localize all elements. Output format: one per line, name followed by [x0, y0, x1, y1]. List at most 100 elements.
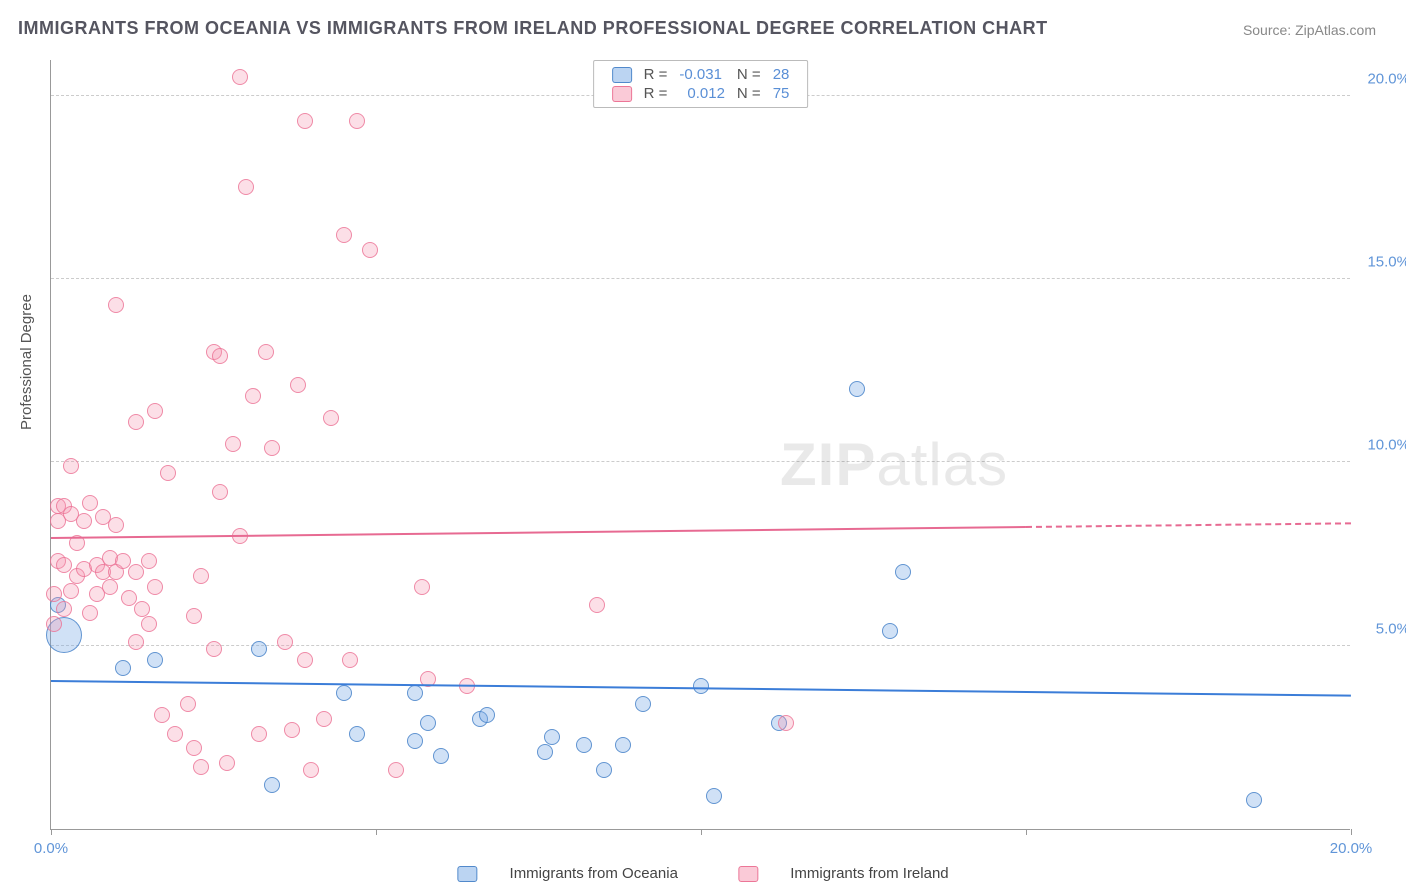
swatch-oceania-icon [612, 67, 632, 83]
data-point-ireland [154, 707, 170, 723]
ireland-r-value: 0.012 [673, 84, 731, 103]
data-point-ireland [180, 696, 196, 712]
data-point-ireland [128, 564, 144, 580]
x-tick-label: 20.0% [1330, 840, 1373, 857]
series-legend: Immigrants from Oceania Immigrants from … [429, 865, 976, 882]
data-point-ireland [388, 762, 404, 778]
data-point-ireland [46, 616, 62, 632]
data-point-ireland [193, 759, 209, 775]
data-point-ireland [232, 69, 248, 85]
x-tick [1026, 829, 1027, 835]
data-point-ireland [303, 762, 319, 778]
data-point-ireland [141, 553, 157, 569]
x-tick [1351, 829, 1352, 835]
data-point-oceania [706, 788, 722, 804]
data-point-ireland [147, 403, 163, 419]
gridline [51, 278, 1350, 279]
data-point-oceania [635, 696, 651, 712]
oceania-r-value: -0.031 [673, 65, 731, 84]
data-point-ireland [336, 227, 352, 243]
data-point-oceania [479, 707, 495, 723]
oceania-n-value: 28 [767, 65, 796, 84]
data-point-oceania [537, 744, 553, 760]
y-tick-label: 10.0% [1355, 437, 1406, 454]
n-label: N = [731, 65, 767, 84]
data-point-ireland [277, 634, 293, 650]
x-tick [376, 829, 377, 835]
data-point-oceania [882, 623, 898, 639]
data-point-ireland [76, 513, 92, 529]
data-point-ireland [225, 436, 241, 452]
data-point-ireland [238, 179, 254, 195]
data-point-ireland [63, 583, 79, 599]
data-point-ireland [284, 722, 300, 738]
correlation-legend: R = -0.031 N = 28 R = 0.012 N = 75 [593, 60, 809, 108]
data-point-ireland [167, 726, 183, 742]
data-point-ireland [108, 517, 124, 533]
data-point-oceania [115, 660, 131, 676]
swatch-ireland-icon [738, 866, 758, 882]
data-point-ireland [212, 348, 228, 364]
n-label: N = [731, 84, 767, 103]
data-point-oceania [407, 733, 423, 749]
data-point-ireland [186, 740, 202, 756]
data-point-oceania [693, 678, 709, 694]
data-point-ireland [316, 711, 332, 727]
data-point-oceania [251, 641, 267, 657]
legend-oceania-label: Immigrants from Oceania [510, 865, 678, 882]
data-point-ireland [160, 465, 176, 481]
y-tick-label: 5.0% [1355, 620, 1406, 637]
data-point-ireland [141, 616, 157, 632]
data-point-oceania [433, 748, 449, 764]
x-tick-label: 0.0% [34, 840, 68, 857]
data-point-ireland [46, 586, 62, 602]
data-point-ireland [778, 715, 794, 731]
data-point-ireland [128, 414, 144, 430]
data-point-oceania [1246, 792, 1262, 808]
data-point-ireland [134, 601, 150, 617]
data-point-ireland [212, 484, 228, 500]
data-point-ireland [206, 641, 222, 657]
data-point-ireland [128, 634, 144, 650]
gridline [51, 461, 1350, 462]
data-point-oceania [264, 777, 280, 793]
data-point-oceania [544, 729, 560, 745]
chart-title: IMMIGRANTS FROM OCEANIA VS IMMIGRANTS FR… [18, 18, 1048, 39]
data-point-ireland [349, 113, 365, 129]
y-tick-label: 15.0% [1355, 254, 1406, 271]
y-axis-label: Professional Degree [18, 294, 35, 430]
data-point-ireland [362, 242, 378, 258]
data-point-ireland [56, 601, 72, 617]
data-point-ireland [342, 652, 358, 668]
data-point-ireland [258, 344, 274, 360]
source-attribution: Source: ZipAtlas.com [1243, 22, 1376, 38]
trend-line-pink [1026, 523, 1351, 529]
data-point-oceania [849, 381, 865, 397]
data-point-ireland [251, 726, 267, 742]
data-point-ireland [297, 652, 313, 668]
ireland-n-value: 75 [767, 84, 796, 103]
data-point-oceania [349, 726, 365, 742]
data-point-ireland [82, 495, 98, 511]
data-point-ireland [82, 605, 98, 621]
swatch-ireland-icon [612, 86, 632, 102]
data-point-ireland [147, 579, 163, 595]
x-tick [701, 829, 702, 835]
data-point-oceania [336, 685, 352, 701]
trend-line-pink [51, 526, 1026, 539]
data-point-ireland [186, 608, 202, 624]
data-point-ireland [264, 440, 280, 456]
data-point-oceania [420, 715, 436, 731]
data-point-ireland [102, 579, 118, 595]
data-point-ireland [414, 579, 430, 595]
data-point-oceania [147, 652, 163, 668]
y-tick-label: 20.0% [1355, 70, 1406, 87]
data-point-ireland [297, 113, 313, 129]
x-tick [51, 829, 52, 835]
data-point-ireland [63, 458, 79, 474]
data-point-oceania [576, 737, 592, 753]
data-point-ireland [245, 388, 261, 404]
data-point-ireland [193, 568, 209, 584]
data-point-ireland [108, 297, 124, 313]
data-point-oceania [615, 737, 631, 753]
